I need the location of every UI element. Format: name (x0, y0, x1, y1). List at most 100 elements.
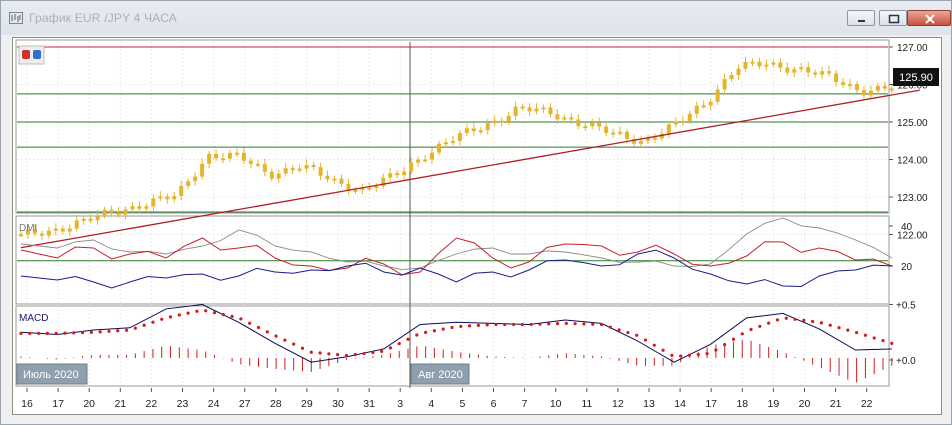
candle-body (151, 198, 156, 207)
candle-body (771, 62, 776, 65)
macd-signal-dot (256, 325, 261, 330)
macd-signal-dot (63, 331, 67, 335)
macd-signal-dots (19, 309, 894, 358)
candle-body (639, 140, 644, 144)
candle-body (360, 187, 365, 190)
date-tick-label: 21 (830, 398, 842, 410)
macd-signal-dot (863, 333, 868, 337)
candle-body (353, 189, 358, 192)
date-tick-label: 17 (52, 398, 64, 410)
candle-body (137, 206, 142, 209)
candle-body (214, 153, 219, 159)
candle-body (179, 185, 184, 196)
macd-signal-dot (177, 313, 181, 317)
candle-body (513, 106, 518, 116)
macd-signal-dot (802, 318, 806, 322)
macd-signal-dot (626, 330, 630, 335)
candle-body (430, 152, 435, 160)
candle-body (478, 130, 483, 133)
candle-body (659, 133, 664, 139)
macd-signal-dot (547, 322, 551, 326)
macd-signal-dot (353, 353, 357, 357)
candle-body (799, 67, 804, 70)
candle-body (673, 121, 678, 125)
macd-signal-dot (98, 330, 102, 334)
macd-signal-dot (811, 319, 815, 324)
date-tick-label: 7 (522, 398, 528, 410)
candle-body (276, 173, 281, 179)
macd-signal-dot (362, 351, 366, 356)
candle-body (39, 233, 44, 236)
candle-body (722, 79, 727, 90)
macd-signal-dot (72, 331, 76, 335)
date-tick-label: 17 (705, 398, 717, 410)
candle-body (527, 107, 532, 112)
candle-body (123, 209, 128, 215)
candle-body (701, 105, 706, 108)
price-tick-label: 123.00 (897, 193, 928, 204)
macd-signal-dot (230, 314, 234, 319)
minimize-button[interactable] (847, 10, 875, 26)
red-square-icon[interactable] (22, 50, 30, 59)
title-bar[interactable]: График EUR /JPY 4 ЧАСА (1, 1, 951, 35)
candle-body (241, 152, 246, 161)
macd-signal-dot (459, 324, 463, 329)
macd-signal-dot (582, 322, 586, 326)
price-tick-label: 127.00 (897, 43, 928, 54)
dmi-plus-line (20, 237, 892, 276)
close-icon (925, 14, 935, 24)
date-tick-label: 20 (83, 398, 95, 410)
macd-signal-dot (661, 348, 665, 352)
macd-signal-dot (292, 342, 296, 346)
date-tick-label: 31 (363, 398, 375, 410)
date-tick-label: 18 (736, 398, 748, 410)
dmi-tick-label: 20 (901, 262, 913, 273)
date-tick-label: 3 (397, 398, 403, 410)
candle-body (95, 215, 100, 221)
candle-body (854, 84, 859, 91)
candle-body (555, 114, 560, 120)
macd-signal-dot (679, 354, 683, 358)
candle-body (506, 115, 511, 122)
restore-button[interactable] (879, 10, 907, 26)
candle-body (318, 167, 323, 176)
candle-body (221, 158, 226, 161)
macd-signal-dot (283, 338, 287, 342)
candle-body (632, 138, 637, 144)
candle-body (53, 228, 58, 231)
candle-body (785, 67, 790, 73)
macd-signal-dot (775, 318, 780, 322)
macd-signal-dot (819, 321, 824, 325)
macd-signal-dot (696, 352, 700, 357)
date-tick-label: 20 (799, 398, 811, 410)
candle-body (736, 68, 741, 76)
candle-body (548, 107, 553, 115)
date-tick-label: 6 (491, 398, 497, 410)
candle-body (757, 61, 762, 67)
restore-icon (888, 14, 900, 24)
candle-body (590, 122, 595, 127)
candle-body (882, 85, 887, 89)
price-levels (17, 46, 888, 262)
date-axis: 16 17 20 21 22 23 24 27 28 29 30 31 3 4 5 6 7 10 11 12 13 14 1… (21, 388, 873, 410)
dmi-minus-line (20, 249, 892, 289)
macd-line (20, 303, 892, 363)
date-tick-label: 28 (270, 398, 282, 410)
macd-signal-dot (107, 329, 111, 333)
candle-body (227, 152, 232, 159)
candle-body (381, 177, 386, 187)
blue-square-icon[interactable] (33, 50, 41, 59)
macd-tick-label: +0.5 (896, 301, 916, 312)
candle-body (374, 186, 379, 189)
close-button[interactable] (907, 10, 951, 26)
macd-signal-dot (608, 325, 612, 329)
macd-signal-dot (151, 320, 155, 324)
candle-body (583, 126, 588, 129)
macd-signal-dot (89, 330, 93, 334)
macd-signal-dot (767, 321, 771, 325)
candle-body (848, 84, 853, 87)
candle-body (255, 163, 260, 166)
